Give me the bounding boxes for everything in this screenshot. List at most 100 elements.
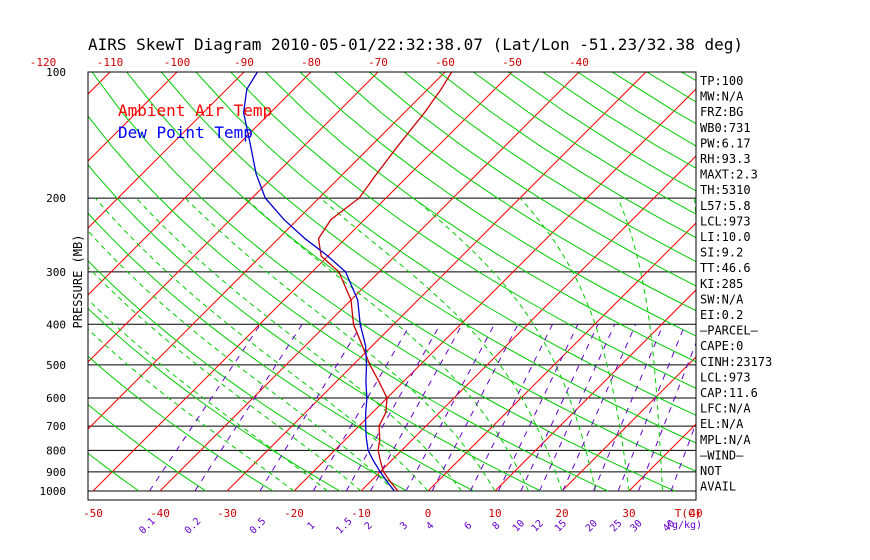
index-label: CINH:23173 [700, 355, 772, 369]
bottom-temp-tick-label: -40 [150, 507, 170, 520]
dry-adiabat-line [230, 72, 696, 389]
dry-adiabat-line [751, 72, 870, 491]
mixing-ratio-line [670, 421, 696, 492]
dry-adiabat-line [369, 72, 696, 287]
bottom-temp-tick-label: -10 [351, 507, 371, 520]
dry-adiabat-line [126, 72, 696, 472]
top-temp-tick-label: -90 [234, 56, 254, 69]
dry-adiabat-line [195, 72, 696, 416]
plot-frame [87, 71, 697, 501]
mixing-ratio-line [345, 324, 441, 492]
mixing-ratio-line [405, 324, 495, 492]
dry-adiabat-line [160, 72, 696, 444]
legend-entry: Ambient Air Temp [118, 101, 272, 120]
index-label: RH:93.3 [700, 152, 751, 166]
index-label: SW:N/A [700, 292, 744, 306]
pressure-tick-label: 500 [46, 359, 66, 372]
mixing-ratio-label: 1 [305, 520, 317, 532]
index-label: LFC:N/A [700, 402, 751, 416]
moist-adiabat-line [88, 298, 328, 492]
mixing-ratio-line [497, 324, 579, 492]
mixing-ratio-label: 25 [608, 518, 624, 534]
mixing-ratio-line [617, 324, 686, 492]
bottom-temp-tick-label: 10 [488, 507, 501, 520]
pressure-tick-label: 100 [46, 66, 66, 79]
mixing-ratio-line [194, 323, 303, 492]
moist-adiabat-line [88, 230, 395, 492]
index-label: TT:46.6 [700, 261, 751, 275]
index-label: CAPE:0 [700, 339, 743, 353]
bottom-temp-tick-label: 30 [622, 507, 635, 520]
top-temp-tick-label: -80 [301, 56, 321, 69]
top-temp-tick-label: -50 [502, 56, 522, 69]
index-label: —WIND— [700, 448, 744, 462]
isotherm-line [88, 72, 379, 363]
mixing-ratio-label: 10 [511, 518, 527, 534]
isotherm-line [226, 72, 647, 492]
index-label: NOT [700, 464, 722, 478]
mixing-ratio-line [637, 341, 696, 492]
mixing-ratio-line [431, 324, 519, 492]
chart-title: AIRS SkewT Diagram 2010-05-01/22:32:38.0… [88, 35, 743, 54]
top-temp-tick-label: -40 [569, 56, 589, 69]
grid-layer [88, 72, 870, 492]
index-label: L57:5.8 [700, 199, 751, 213]
mixing-ratio-line [370, 324, 463, 492]
index-label: FRZ:BG [700, 105, 743, 119]
pressure-tick-label: 900 [46, 466, 66, 479]
top-temp-tick-label: -120 [30, 56, 57, 69]
dry-adiabat-line [88, 212, 475, 492]
dry-adiabat-line [88, 164, 542, 492]
dry-adiabat-line [88, 403, 207, 492]
bottom-temp-tick-label: 40 [689, 507, 702, 520]
moist-adiabat-line [94, 197, 429, 492]
index-label: MW:N/A [700, 90, 744, 104]
dry-adiabat-line [646, 72, 696, 103]
bottom-temp-tick-label: 0 [425, 507, 432, 520]
isotherm-line [830, 72, 870, 491]
moist-adiabat-line [519, 197, 630, 492]
isotherm-line [628, 423, 696, 492]
legend: Ambient Air Temp Dew Point Temp [118, 101, 272, 142]
dry-adiabat-line [786, 72, 870, 491]
dewpoint-profile-line [242, 72, 396, 492]
dry-adiabat-line [88, 355, 274, 492]
bottom-temp-tick-label: -30 [217, 507, 237, 520]
mixing-ratio-line [312, 324, 411, 492]
pressure-tick-label: 300 [46, 266, 66, 279]
mixing-ratio-line [259, 324, 363, 492]
isotherm-line [88, 72, 178, 162]
index-label: SI:9.2 [700, 246, 743, 260]
dry-adiabat-line [299, 72, 696, 337]
index-label: LI:10.0 [700, 230, 751, 244]
pressure-tick-label: 700 [46, 420, 66, 433]
top-temp-tick-label: -100 [164, 56, 191, 69]
mixing-ratio-label: 12 [530, 518, 546, 534]
top-temp-tick-label: -110 [97, 56, 124, 69]
dry-adiabat-line [334, 72, 696, 312]
index-label: KI:285 [700, 277, 743, 291]
legend-entry: Dew Point Temp [118, 123, 253, 142]
bottom-temp-tick-label: 20 [555, 507, 568, 520]
mixing-ratio-label: 2 [363, 520, 375, 532]
isotherm-line [763, 72, 870, 491]
isotherm-line [88, 72, 446, 430]
isotherm-line [88, 72, 245, 229]
moist-adiabat-line [245, 197, 529, 492]
bottom-temp-tick-label: -20 [284, 507, 304, 520]
index-label: —PARCEL— [700, 324, 759, 338]
pressure-tick-label: 400 [46, 318, 66, 331]
index-label: MAXT:2.3 [700, 168, 758, 182]
mixing-ratio-label: 20 [584, 518, 600, 534]
index-label: EL:N/A [700, 417, 744, 431]
pressure-tick-label: 800 [46, 444, 66, 457]
moist-adiabat-line [320, 197, 563, 492]
isotherm-line [360, 155, 696, 492]
dry-adiabat-line [88, 260, 408, 492]
bottom-temp-tick-label: -50 [83, 507, 103, 520]
dry-adiabat-line [88, 115, 609, 492]
index-label: MPL:N/A [700, 433, 751, 447]
y-axis-label: PRESSURE (MB) [71, 235, 85, 329]
